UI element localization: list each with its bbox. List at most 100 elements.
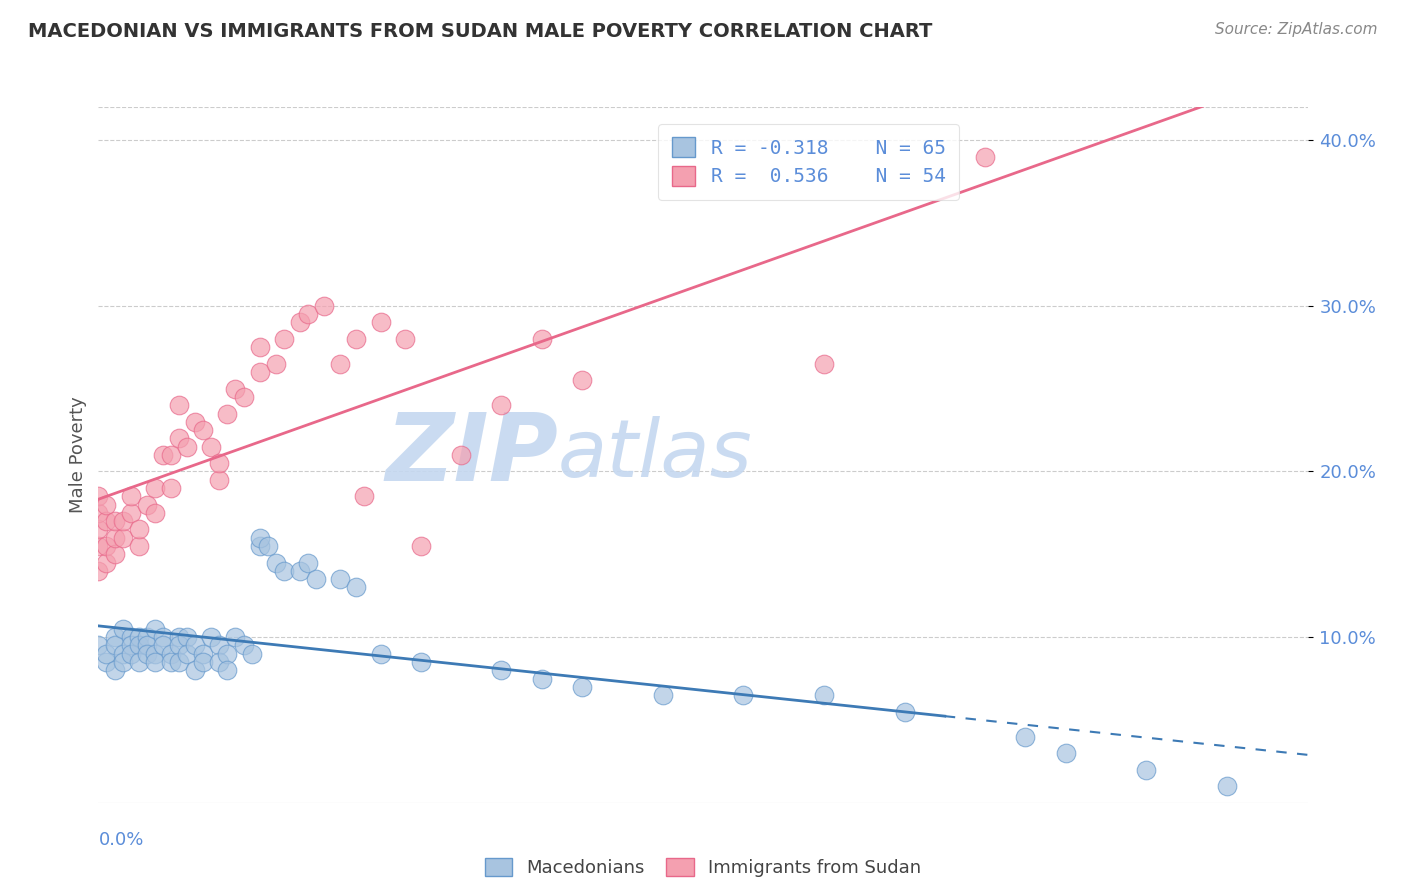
Point	[135, 647, 157, 661]
Text: ZIP: ZIP	[385, 409, 558, 501]
Point	[329, 572, 352, 586]
Point	[273, 332, 295, 346]
Point	[491, 398, 513, 412]
Point	[450, 448, 472, 462]
Point	[103, 514, 125, 528]
Point	[87, 639, 110, 653]
Point	[120, 506, 142, 520]
Point	[264, 357, 287, 371]
Point	[571, 373, 593, 387]
Point	[1054, 746, 1077, 760]
Point	[176, 647, 198, 661]
Point	[167, 431, 190, 445]
Point	[651, 688, 673, 702]
Point	[813, 688, 835, 702]
Point	[224, 630, 246, 644]
Point	[152, 639, 174, 653]
Point	[128, 655, 150, 669]
Point	[184, 663, 207, 677]
Text: atlas: atlas	[558, 416, 752, 494]
Point	[176, 440, 198, 454]
Point	[217, 647, 239, 661]
Point	[103, 663, 125, 677]
Point	[176, 630, 198, 644]
Point	[143, 647, 166, 661]
Point	[128, 523, 150, 537]
Point	[87, 539, 110, 553]
Point	[256, 539, 278, 553]
Point	[370, 315, 392, 329]
Point	[208, 639, 231, 653]
Point	[152, 448, 174, 462]
Point	[1135, 763, 1157, 777]
Point	[160, 655, 183, 669]
Point	[224, 382, 246, 396]
Point	[135, 630, 157, 644]
Point	[193, 423, 215, 437]
Point	[288, 315, 311, 329]
Point	[143, 481, 166, 495]
Point	[120, 489, 142, 503]
Point	[135, 639, 157, 653]
Point	[167, 655, 190, 669]
Point	[184, 639, 207, 653]
Point	[571, 680, 593, 694]
Point	[297, 307, 319, 321]
Point	[103, 639, 125, 653]
Point	[96, 539, 118, 553]
Point	[249, 340, 271, 354]
Point	[288, 564, 311, 578]
Point	[96, 498, 118, 512]
Point	[111, 655, 134, 669]
Point	[491, 663, 513, 677]
Point	[160, 481, 183, 495]
Point	[264, 556, 287, 570]
Point	[167, 639, 190, 653]
Point	[208, 456, 231, 470]
Point	[297, 556, 319, 570]
Point	[370, 647, 392, 661]
Point	[273, 564, 295, 578]
Point	[87, 489, 110, 503]
Point	[217, 663, 239, 677]
Point	[249, 365, 271, 379]
Point	[143, 655, 166, 669]
Point	[120, 630, 142, 644]
Point	[208, 473, 231, 487]
Point	[200, 440, 222, 454]
Point	[87, 564, 110, 578]
Point	[1216, 779, 1239, 793]
Point	[111, 647, 134, 661]
Point	[409, 655, 432, 669]
Point	[813, 357, 835, 371]
Point	[96, 655, 118, 669]
Point	[893, 705, 915, 719]
Point	[111, 622, 134, 636]
Point	[530, 332, 553, 346]
Point	[160, 647, 183, 661]
Point	[167, 630, 190, 644]
Point	[344, 581, 367, 595]
Point	[135, 498, 157, 512]
Point	[232, 390, 254, 404]
Point	[733, 688, 755, 702]
Point	[128, 539, 150, 553]
Point	[314, 299, 336, 313]
Point	[329, 357, 352, 371]
Point	[128, 630, 150, 644]
Point	[353, 489, 375, 503]
Point	[217, 407, 239, 421]
Y-axis label: Male Poverty: Male Poverty	[69, 397, 87, 513]
Point	[96, 647, 118, 661]
Point	[103, 547, 125, 561]
Point	[200, 630, 222, 644]
Point	[344, 332, 367, 346]
Point	[103, 531, 125, 545]
Point	[193, 647, 215, 661]
Point	[167, 398, 190, 412]
Point	[208, 655, 231, 669]
Text: Source: ZipAtlas.com: Source: ZipAtlas.com	[1215, 22, 1378, 37]
Point	[111, 531, 134, 545]
Point	[193, 655, 215, 669]
Point	[152, 630, 174, 644]
